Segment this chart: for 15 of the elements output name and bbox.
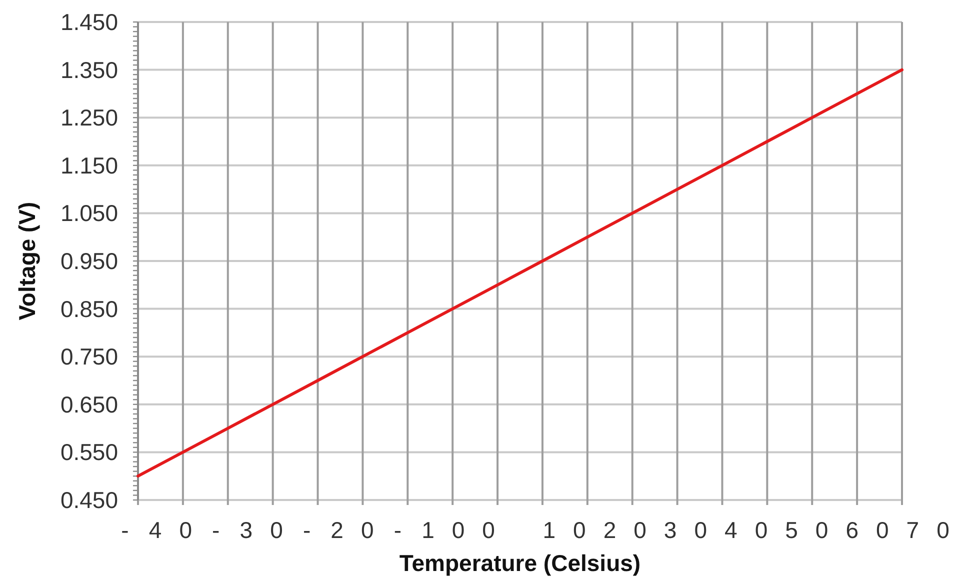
y-tick-label: 1.350: [60, 56, 118, 83]
y-tick-label: 0.950: [60, 248, 118, 274]
y-tick-label: 0.850: [60, 296, 118, 322]
y-tick-label: 1.250: [60, 104, 118, 131]
y-tick-label: 1.450: [60, 9, 118, 35]
y-tick-label: 1.150: [60, 152, 118, 178]
y-tick-label: 0.550: [60, 439, 118, 466]
y-tick-label: 0.650: [60, 391, 118, 418]
y-axis-title: Voltage (V): [14, 202, 40, 320]
x-axis-title: Temperature (Celsius): [399, 550, 641, 576]
text: - 4 0 - 3 0 - 2 0 - 1 0 0 1 0 2 0 3 0 4 0 5 0 6 0 7 0: [121, 517, 950, 543]
y-tick-label: 0.450: [60, 487, 118, 513]
y-tick-label: 0.750: [60, 344, 118, 370]
y-tick-label: 1.050: [60, 200, 118, 226]
line-series: [136, 68, 904, 478]
